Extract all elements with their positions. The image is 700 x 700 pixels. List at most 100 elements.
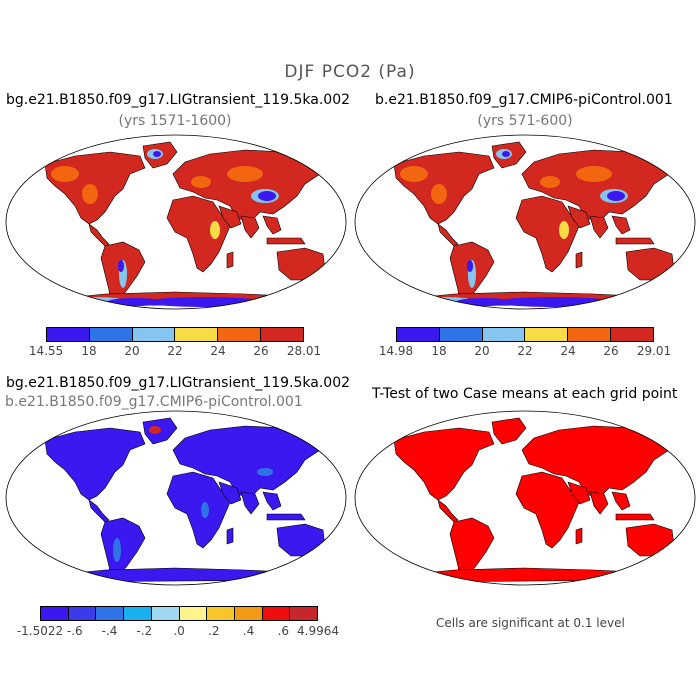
panel2-globe-outline xyxy=(354,134,696,310)
panel4-northAmerica xyxy=(393,427,495,501)
figure-title: DJF PCO2 (Pa) xyxy=(284,62,416,82)
panel2-newZealand xyxy=(681,273,691,287)
panel1-patch-15 xyxy=(45,299,85,305)
colorbar-panel2 xyxy=(396,327,654,342)
panel1-patch-1 xyxy=(82,184,98,204)
colorbar-tick-label: -.2 xyxy=(136,624,153,638)
panel2-patch-14 xyxy=(604,298,664,306)
panel1-globe-outline xyxy=(5,134,347,310)
colorbar-swatch xyxy=(397,328,440,341)
colorbar-tick-label: -.4 xyxy=(101,624,118,638)
colorbar-tick-label: .4 xyxy=(242,624,255,638)
panel2-centralAm xyxy=(437,223,459,247)
panel3-title: bg.e21.B1850.f09_g17.LIGtransient_119.5k… xyxy=(6,375,351,391)
map-panel-control-mean xyxy=(354,134,696,310)
panel1-patch-7 xyxy=(258,191,276,201)
panel2-indonesia xyxy=(615,237,655,245)
panel3-northAmerica xyxy=(44,427,146,501)
panel2-patch-13 xyxy=(494,297,614,307)
panel3-patch-3 xyxy=(201,502,209,518)
colorbar-tick-label: 26 xyxy=(603,344,619,358)
panel4-eurasia xyxy=(521,425,677,499)
panel1-patch-9 xyxy=(210,221,220,239)
panel2-title: b.e21.B1850.f09_g17.CMIP6-piControl.001 xyxy=(375,92,673,108)
panel1-patch-3 xyxy=(153,151,161,157)
colorbar-tick-label: 4.9964 xyxy=(297,624,339,638)
panel1-seAsia xyxy=(262,215,282,235)
colorbar-swatch xyxy=(207,607,235,620)
panel1-centralAm xyxy=(88,223,110,247)
colorbar-swatch xyxy=(179,607,208,620)
panel2-patch-5 xyxy=(467,260,473,272)
colorbar-swatch xyxy=(132,328,176,341)
map-panel-ttest xyxy=(354,410,696,586)
colorbar-swatch xyxy=(96,607,125,620)
panel3-globe-outline xyxy=(5,410,347,586)
colorbar-tick-label: 29.01 xyxy=(636,344,672,358)
panel1-africa xyxy=(166,195,232,273)
panel1-patch-14 xyxy=(255,298,315,306)
colorbar-swatch xyxy=(124,607,152,620)
panel3-seAsia xyxy=(262,491,282,511)
colorbar-tick-label: 20 xyxy=(124,344,140,358)
panel1-madagascar xyxy=(226,251,234,269)
colorbar-tick-label: 18 xyxy=(81,344,97,358)
colorbar-swatch xyxy=(151,607,180,620)
colorbar-swatch xyxy=(290,607,318,620)
panel1-eurasia xyxy=(172,149,328,223)
panel3-antarctica xyxy=(33,567,326,583)
colorbar-swatch xyxy=(482,328,526,341)
panel4-madagascar xyxy=(575,527,583,545)
panel3-indonesia xyxy=(266,513,306,521)
panel4-antarctica xyxy=(382,567,675,583)
colorbar-tick-label: 22 xyxy=(167,344,183,358)
panel3-newZealand xyxy=(332,549,342,563)
colorbar-swatch xyxy=(611,328,653,341)
panel2-india xyxy=(589,215,609,239)
colorbar-tick-label: 14.98 xyxy=(378,344,414,358)
colorbar-tick-label: .0 xyxy=(173,624,185,638)
panel2-africa xyxy=(515,195,581,273)
colorbar-tick-label: 20 xyxy=(474,344,490,358)
colorbar-tick-label: .6 xyxy=(277,624,289,638)
panel4-india xyxy=(589,491,609,515)
panel1-patch-0 xyxy=(51,166,79,182)
panel1-patch-13 xyxy=(145,297,265,307)
colorbar-swatch xyxy=(175,328,219,341)
panel1-newZealand xyxy=(332,273,342,287)
colorbar-tick-label: 22 xyxy=(517,344,533,358)
panel2-arabia xyxy=(567,205,591,229)
colorbar-swatch xyxy=(439,328,483,341)
colorbar-swatch xyxy=(218,328,262,341)
map-panel-lig-mean xyxy=(5,134,347,310)
panel3-centralAm xyxy=(88,499,110,523)
panel3-madagascar xyxy=(226,527,234,545)
panel1-title: bg.e21.B1850.f09_g17.LIGtransient_119.5k… xyxy=(6,92,351,108)
panel2-subtitle: (yrs 571-600) xyxy=(477,113,573,129)
panel2-patch-7 xyxy=(607,191,625,201)
panel2-patch-9 xyxy=(559,221,569,239)
colorbar-swatch xyxy=(89,328,133,341)
panel2-patch-10 xyxy=(540,176,560,188)
panel2-patch-8 xyxy=(576,166,612,182)
colorbar-tick-label: 24 xyxy=(210,344,226,358)
colorbar-tick-label: 18 xyxy=(431,344,447,358)
colorbar-tick-label: -.6 xyxy=(66,624,83,638)
panel4-africa xyxy=(515,471,581,549)
panel1-patch-10 xyxy=(191,176,211,188)
colorbar-swatch xyxy=(261,328,303,341)
panel4-newZealand xyxy=(681,549,691,563)
panel4-indonesia xyxy=(615,513,655,521)
panel3-india xyxy=(240,491,260,515)
panel3-arabia xyxy=(218,481,242,505)
panel3-eurasia xyxy=(172,425,328,499)
panel1-subtitle: (yrs 1571-1600) xyxy=(118,113,232,129)
panel4-centralAm xyxy=(437,499,459,523)
panel3-subtitle: b.e21.B1850.f09_g17.CMIP6-piControl.001 xyxy=(5,394,303,410)
colorbar-swatch xyxy=(568,328,612,341)
panel1-arabia xyxy=(218,205,242,229)
panel4-globe-outline xyxy=(354,410,696,586)
panel4-title: T-Test of two Case means at each grid po… xyxy=(372,386,678,402)
panel1-india xyxy=(240,215,260,239)
colorbar-tick-label: 14.55 xyxy=(28,344,64,358)
